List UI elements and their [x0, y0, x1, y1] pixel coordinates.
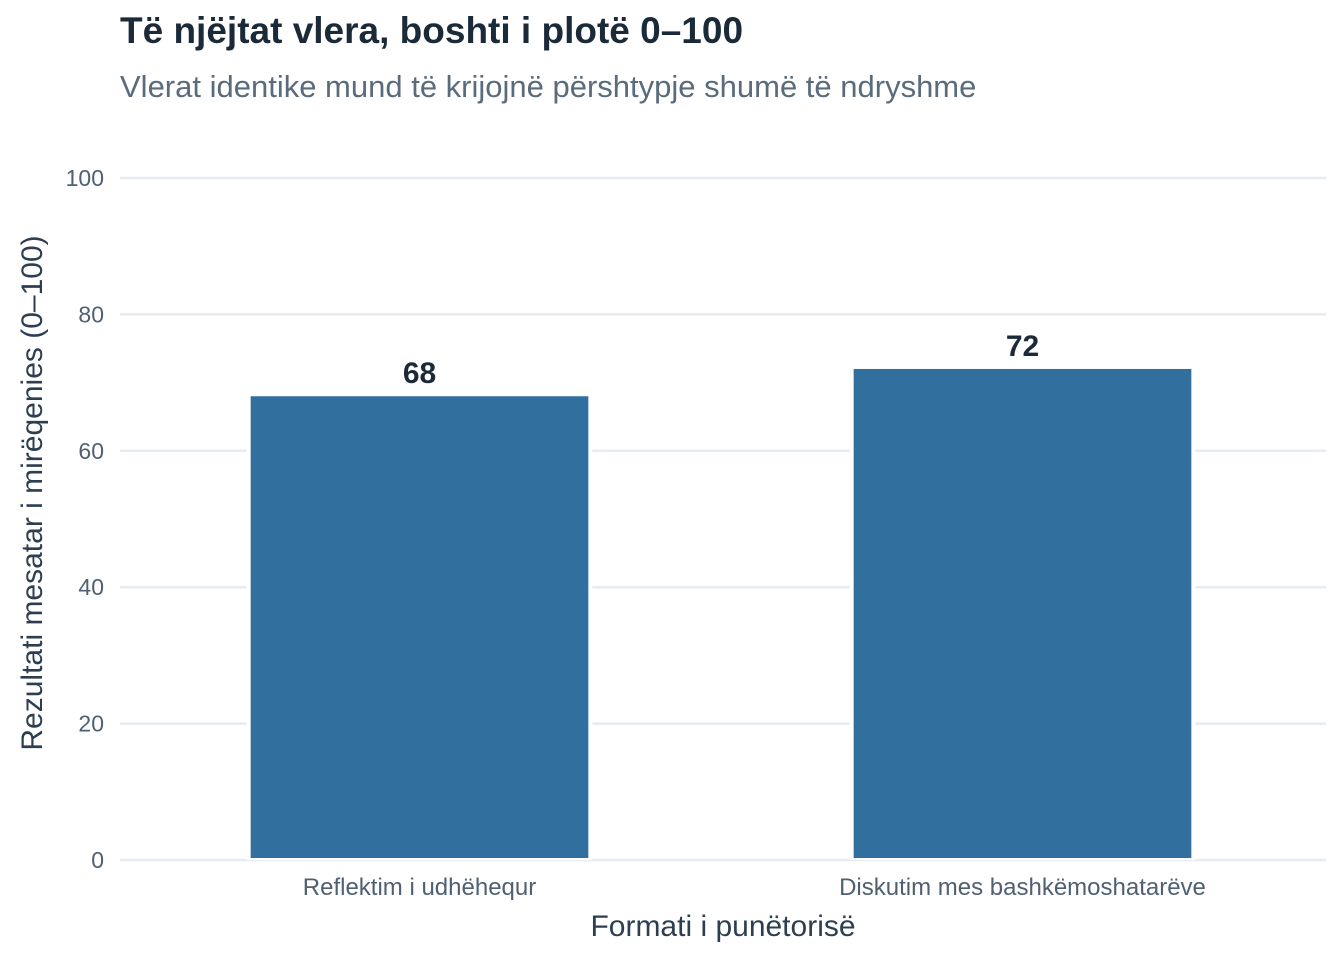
chart-subtitle: Vlerat identike mund të krijojnë përshty…: [120, 69, 977, 104]
x-tick-label-1: Reflektim i udhëhequr: [303, 874, 536, 901]
bar-1: [250, 396, 589, 858]
data-label-2: 72: [1006, 330, 1039, 363]
data-label-1: 68: [403, 357, 436, 390]
y-tick-label: 20: [78, 711, 104, 737]
x-axis-ticks: Reflektim i udhëhequr Diskutim mes bashkë…: [303, 874, 1206, 901]
y-axis-label: Rezultati mesatar i mirëqenies (0–100): [16, 235, 49, 750]
y-tick-label: 60: [78, 438, 104, 464]
bar-2: [853, 368, 1192, 858]
y-tick-label: 40: [78, 574, 104, 600]
y-axis-ticks: 0 20 40 60 80 100: [66, 165, 104, 873]
bars: [246, 365, 1196, 860]
y-tick-label: 80: [78, 301, 104, 327]
y-tick-label: 100: [66, 165, 104, 191]
data-labels: 68 72: [403, 330, 1039, 390]
y-tick-label: 0: [91, 847, 104, 873]
chart-title: Të njëjtat vlera, boshti i plotë 0–100: [120, 10, 744, 51]
x-axis-label: Formati i punëtorisë: [590, 910, 855, 943]
x-tick-label-2: Diskutim mes bashkëmoshatarëve: [839, 874, 1206, 901]
